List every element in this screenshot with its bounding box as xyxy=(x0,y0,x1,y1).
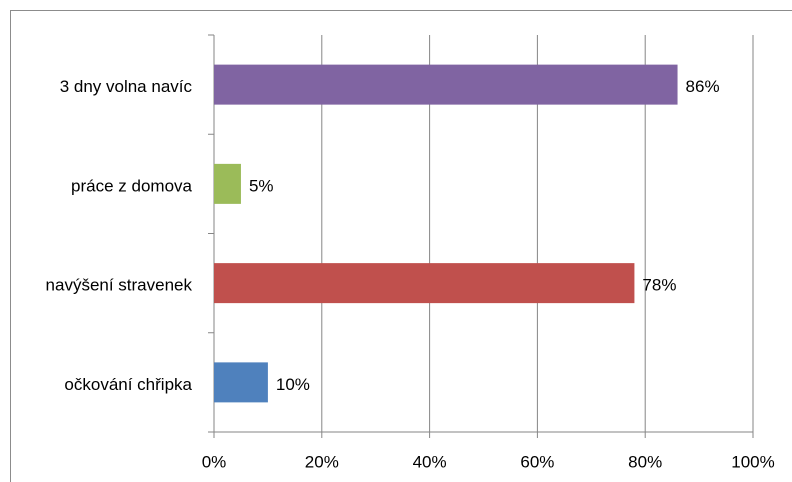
bar xyxy=(214,64,678,105)
value-label: 78% xyxy=(642,276,676,295)
y-tick-label: 3 dny volna navíc xyxy=(60,77,193,96)
x-tick-label: 0% xyxy=(202,452,227,471)
value-label: 5% xyxy=(249,176,274,195)
y-tick-label: práce z domova xyxy=(71,176,192,195)
x-tick-label: 100% xyxy=(731,452,774,471)
y-tick-label: očkování chřipka xyxy=(64,375,192,394)
x-tick-label: 60% xyxy=(520,452,554,471)
bar xyxy=(214,163,241,204)
x-tick-label: 40% xyxy=(413,452,447,471)
bar xyxy=(214,362,268,403)
y-tick-label: navýšení stravenek xyxy=(46,276,193,295)
x-tick-label: 20% xyxy=(305,452,339,471)
x-tick-label: 80% xyxy=(628,452,662,471)
bar xyxy=(214,263,635,304)
chart-frame xyxy=(10,10,792,482)
value-label: 86% xyxy=(686,77,720,96)
value-label: 10% xyxy=(276,375,310,394)
